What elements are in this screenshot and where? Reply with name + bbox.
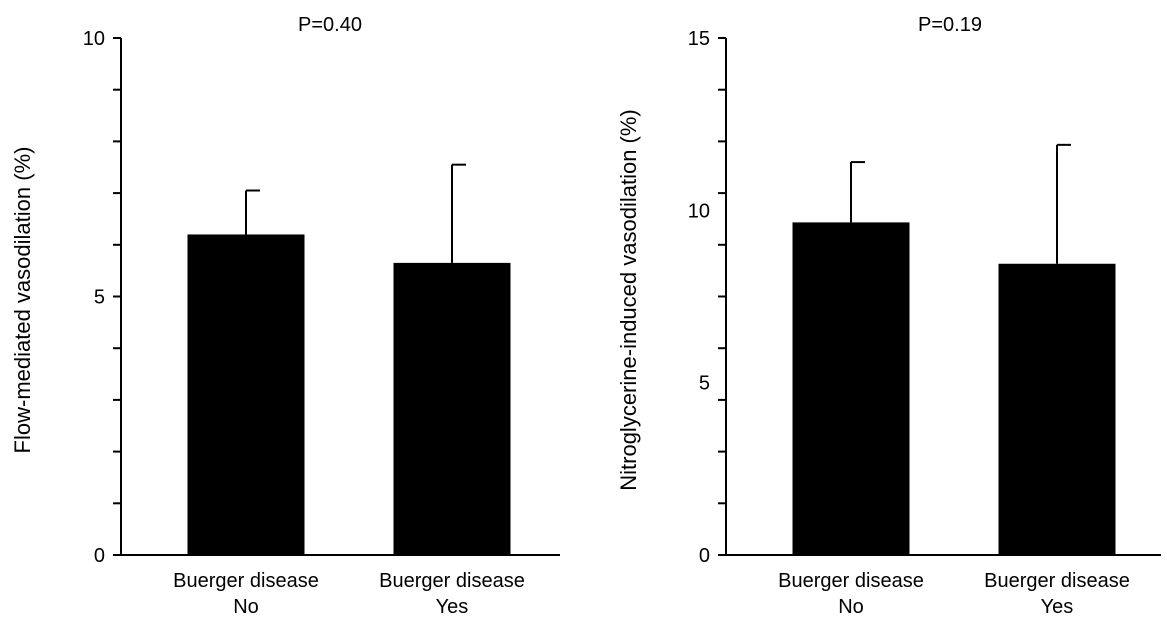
bar — [393, 262, 511, 555]
chart-left-y-axis-label: Flow-mediated vasodilation (%) — [10, 147, 35, 454]
y-tick-label: 5 — [699, 373, 710, 395]
y-tick-label: 10 — [688, 200, 710, 222]
chart-left: P=0.40 Flow-mediated vasodilation (%) 0 5… — [10, 14, 560, 618]
x-category-label: Buerger disease — [173, 570, 319, 592]
bar — [187, 234, 305, 555]
chart-left-plot: 0 5 10 Buerger disease No Buerger disease Yes — [83, 28, 560, 618]
bar — [792, 222, 910, 555]
y-tick-label: 15 — [688, 28, 710, 50]
x-category-label: No — [233, 596, 259, 618]
chart-left-title: P=0.40 — [298, 14, 362, 36]
chart-right-title: P=0.19 — [918, 14, 982, 36]
y-tick-label: 0 — [94, 545, 105, 567]
x-category-label: Yes — [436, 596, 469, 618]
x-category-label: Yes — [1041, 596, 1074, 618]
chart-right: P=0.19 Nitroglycerine-induced vasodilati… — [616, 14, 1161, 618]
chart-right-plot: 0 5 10 15 Buerger disease No Buerger disease Ye… — [688, 28, 1161, 618]
x-category-label: Buerger disease — [778, 570, 924, 592]
x-category-label: Buerger disease — [984, 570, 1130, 592]
x-category-label: Buerger disease — [379, 570, 525, 592]
chart-right-y-axis-label: Nitroglycerine-induced vasodilation (%) — [616, 109, 641, 491]
y-tick-label: 5 — [94, 287, 105, 309]
bar — [998, 263, 1116, 555]
y-tick-label: 0 — [699, 545, 710, 567]
y-tick-label: 10 — [83, 28, 105, 50]
x-category-label: No — [838, 596, 864, 618]
